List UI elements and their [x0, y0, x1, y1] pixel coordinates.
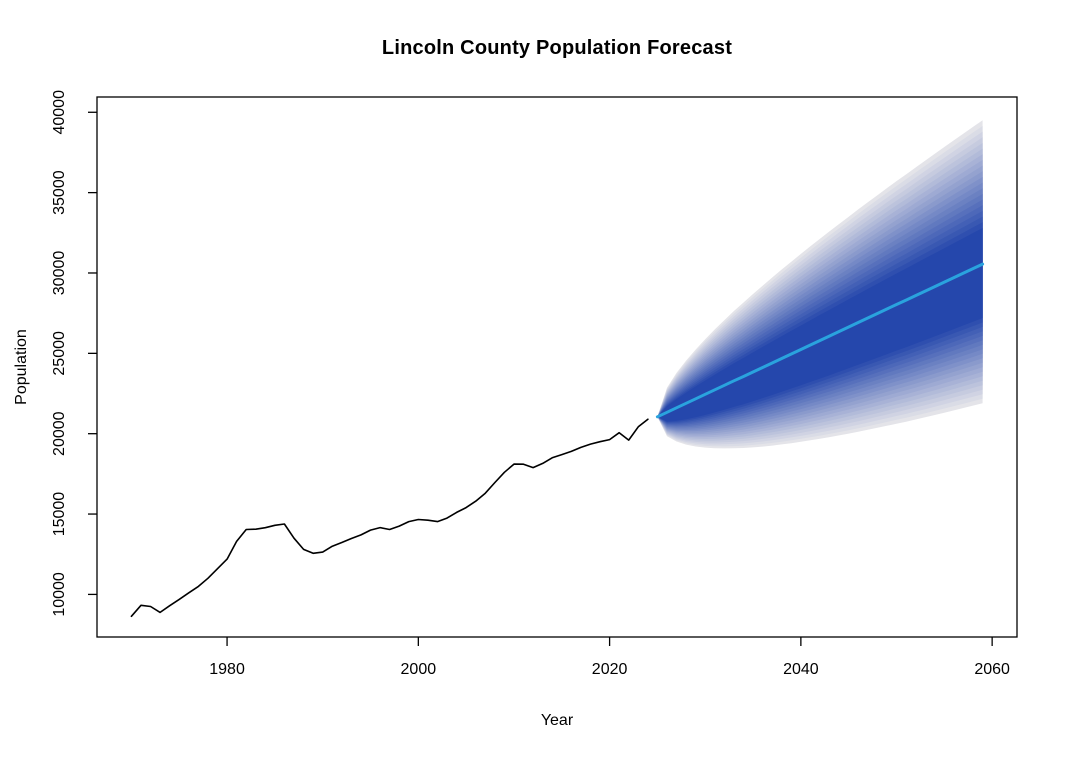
y-axis-label: Population: [13, 329, 30, 405]
x-tick-label: 2040: [783, 661, 819, 678]
plot-box: [96, 96, 1018, 638]
forecast-fan-band: [657, 228, 983, 422]
x-axis-label: Year: [540, 712, 574, 729]
x-tick-label: 1980: [209, 661, 245, 678]
x-tick-label: 2000: [401, 661, 437, 678]
y-tick-label: 30000: [51, 251, 68, 296]
forecast-median-line: [655, 262, 985, 419]
y-tick-label: 15000: [51, 492, 68, 537]
y-tick-label: 25000: [51, 331, 68, 376]
plot-title: Lincoln County Population Forecast: [381, 37, 733, 59]
history-line: [130, 418, 649, 618]
y-tick-label: 35000: [51, 170, 68, 215]
y-tick-label: 40000: [51, 90, 68, 135]
y-tick-label: 20000: [51, 411, 68, 456]
x-tick-label: 2060: [974, 661, 1010, 678]
y-tick-label: 10000: [51, 572, 68, 617]
x-tick-label: 2020: [592, 661, 628, 678]
